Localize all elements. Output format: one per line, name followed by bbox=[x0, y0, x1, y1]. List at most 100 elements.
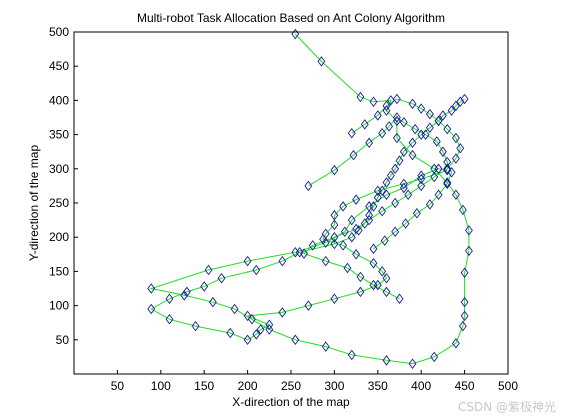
x-tick-label: 250 bbox=[281, 379, 301, 393]
data-point-marker bbox=[300, 248, 308, 259]
data-point-marker bbox=[308, 240, 317, 251]
data-point-marker bbox=[352, 223, 361, 235]
data-point-marker bbox=[291, 334, 300, 346]
data-point-marker bbox=[399, 178, 408, 190]
data-point-marker bbox=[373, 110, 382, 121]
data-point-marker bbox=[443, 163, 452, 175]
data-point-marker bbox=[391, 163, 400, 175]
y-tick-label: 350 bbox=[49, 128, 69, 142]
data-point-marker bbox=[256, 324, 265, 335]
data-point-marker bbox=[352, 249, 361, 260]
data-point-marker bbox=[252, 329, 261, 340]
y-tick-label: 150 bbox=[49, 264, 69, 278]
data-point-marker bbox=[434, 189, 443, 201]
data-point-marker bbox=[443, 164, 452, 176]
x-tick-label: 350 bbox=[368, 379, 388, 393]
data-point-marker bbox=[386, 170, 395, 181]
data-point-marker bbox=[382, 100, 391, 112]
y-tick-label: 300 bbox=[49, 162, 69, 176]
data-point-marker bbox=[349, 149, 358, 161]
x-tick-label: 500 bbox=[498, 379, 518, 393]
x-tick-label: 50 bbox=[111, 379, 125, 393]
data-point-marker bbox=[278, 255, 287, 267]
data-point-marker bbox=[391, 197, 400, 209]
data-point-marker bbox=[243, 255, 252, 267]
data-point-marker bbox=[243, 334, 252, 346]
data-point-marker bbox=[165, 293, 174, 305]
data-point-marker bbox=[321, 341, 330, 352]
data-point-marker bbox=[265, 319, 274, 331]
data-point-marker bbox=[417, 180, 426, 192]
data-point-marker bbox=[180, 290, 189, 301]
y-tick-label: 100 bbox=[49, 299, 69, 313]
data-point-marker bbox=[460, 310, 469, 322]
data-point-marker bbox=[204, 264, 213, 276]
data-point-marker bbox=[395, 155, 404, 166]
data-point-marker bbox=[430, 171, 439, 183]
y-tick-label: 500 bbox=[49, 25, 69, 39]
data-point-marker bbox=[417, 173, 426, 185]
data-point-marker bbox=[378, 205, 387, 217]
data-point-marker bbox=[304, 180, 313, 192]
data-point-marker bbox=[432, 136, 441, 147]
data-point-marker bbox=[425, 122, 434, 134]
data-point-marker bbox=[392, 112, 401, 123]
data-point-marker bbox=[369, 279, 378, 291]
data-point-marker bbox=[382, 272, 391, 284]
data-point-marker bbox=[330, 219, 339, 231]
x-tick-label: 150 bbox=[194, 379, 214, 393]
data-point-marker bbox=[456, 143, 465, 154]
data-point-marker bbox=[443, 123, 452, 135]
data-point-marker bbox=[451, 189, 460, 201]
data-point-marker bbox=[330, 164, 339, 176]
data-point-marker bbox=[200, 281, 209, 292]
data-point-marker bbox=[438, 110, 447, 121]
data-point-marker bbox=[319, 234, 328, 245]
data-point-marker bbox=[404, 189, 413, 201]
data-point-marker bbox=[382, 189, 391, 201]
data-point-marker bbox=[321, 237, 330, 248]
data-point-marker bbox=[447, 105, 456, 116]
data-point-marker bbox=[392, 132, 401, 144]
data-point-marker bbox=[343, 262, 352, 274]
ticks-layer: 50 100 150 200 250 300 350 400 450 500 50 100 150 200… bbox=[49, 25, 518, 393]
data-point-marker bbox=[395, 293, 404, 305]
data-point-marker bbox=[443, 156, 452, 168]
data-point-marker bbox=[425, 199, 434, 210]
data-point-marker bbox=[385, 121, 394, 132]
data-point-marker bbox=[354, 225, 363, 236]
data-point-marker bbox=[465, 225, 473, 236]
chart-title: Multi-robot Task Allocation Based on Ant… bbox=[137, 11, 445, 25]
data-point-marker bbox=[373, 192, 382, 203]
data-point-marker bbox=[265, 324, 274, 335]
data-point-marker bbox=[412, 208, 421, 219]
y-tick-label: 250 bbox=[49, 196, 69, 210]
data-point-marker bbox=[226, 327, 235, 339]
data-point-marker bbox=[451, 337, 460, 349]
data-point-marker bbox=[451, 132, 460, 144]
series-line-3 bbox=[308, 116, 453, 250]
y-tick-label: 50 bbox=[56, 333, 70, 347]
data-point-marker bbox=[382, 355, 391, 366]
data-point-marker bbox=[365, 210, 374, 221]
data-point-marker bbox=[230, 303, 239, 315]
data-point-marker bbox=[356, 91, 365, 103]
data-point-marker bbox=[458, 204, 467, 216]
data-point-marker bbox=[304, 300, 313, 311]
data-point-marker bbox=[438, 146, 447, 157]
data-point-marker bbox=[182, 286, 191, 298]
data-point-marker bbox=[378, 127, 387, 139]
data-point-marker bbox=[365, 214, 374, 226]
data-point-marker bbox=[191, 320, 200, 332]
data-point-marker bbox=[147, 303, 156, 315]
data-point-marker bbox=[252, 264, 261, 276]
data-point-marker bbox=[317, 56, 326, 67]
data-point-marker bbox=[391, 226, 400, 237]
data-point-marker bbox=[340, 226, 349, 237]
data-point-marker bbox=[369, 96, 378, 108]
data-point-marker bbox=[278, 307, 287, 318]
data-point-marker bbox=[208, 296, 217, 308]
data-point-marker bbox=[460, 93, 469, 105]
data-point-marker bbox=[330, 238, 339, 250]
